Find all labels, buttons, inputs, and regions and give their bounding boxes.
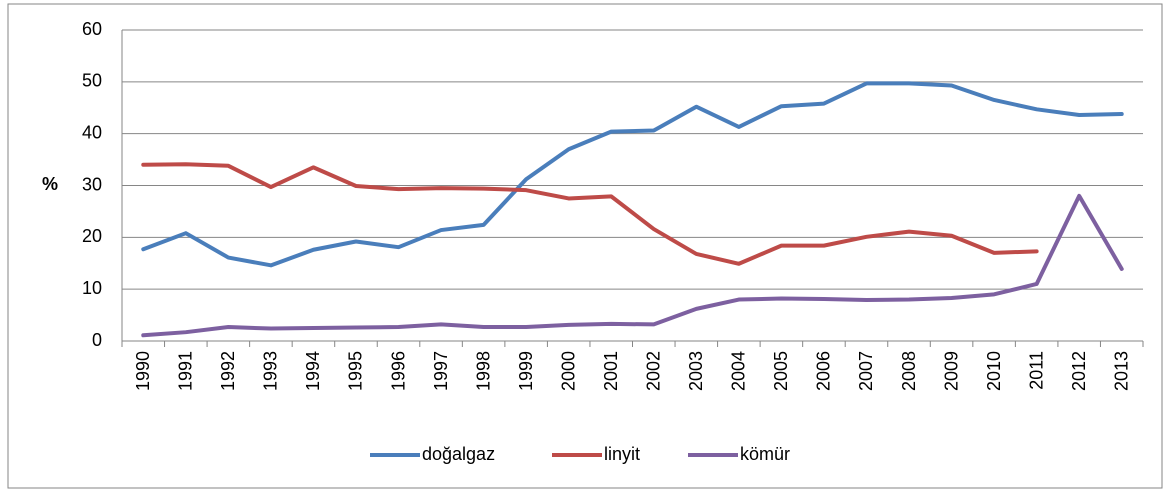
y-tick-label: 20: [82, 226, 102, 246]
x-tick-label: 2008: [899, 351, 919, 391]
x-tick-label: 2012: [1069, 351, 1089, 391]
x-tick-label: 1995: [346, 351, 366, 391]
x-tick-label: 2010: [984, 351, 1004, 391]
legend-label: kömür: [740, 444, 790, 464]
x-tick-label: 2005: [771, 351, 791, 391]
x-tick-label: 1998: [473, 351, 493, 391]
x-tick-label: 2000: [558, 351, 578, 391]
x-tick-label: 2003: [686, 351, 706, 391]
x-tick-label: 1997: [431, 351, 451, 391]
y-tick-label: 40: [82, 122, 102, 142]
series-line: [141, 162, 1039, 266]
x-tick-label: 1990: [133, 351, 153, 391]
y-axis-label: %: [42, 174, 58, 194]
chart-border: [7, 3, 1163, 489]
x-tick-label: 1999: [516, 351, 536, 391]
series-line: [141, 193, 1124, 338]
x-tick-label: 2006: [814, 351, 834, 391]
series-line: [141, 81, 1124, 268]
x-tick-label: 2001: [601, 351, 621, 391]
y-tick-label: 10: [82, 278, 102, 298]
x-tick-label: 2013: [1111, 351, 1131, 391]
x-tick-label: 1991: [176, 351, 196, 391]
x-tick-label: 2011: [1026, 351, 1046, 390]
x-tick-label: 1994: [303, 351, 323, 391]
y-tick-label: 0: [92, 330, 102, 350]
legend-label: doğalgaz: [422, 444, 495, 464]
legend-label: linyit: [604, 444, 640, 464]
y-tick-label: 50: [82, 71, 102, 91]
x-tick-label: 1992: [218, 351, 238, 391]
y-tick-label: 30: [82, 174, 102, 194]
x-tick-label: 2009: [941, 351, 961, 391]
x-tick-label: 2004: [729, 351, 749, 391]
x-tick-label: 2002: [644, 351, 664, 391]
x-tick-label: 1996: [388, 351, 408, 391]
y-tick-label: 60: [82, 19, 102, 39]
x-tick-label: 1993: [261, 351, 281, 391]
x-tick-label: 2007: [856, 351, 876, 391]
